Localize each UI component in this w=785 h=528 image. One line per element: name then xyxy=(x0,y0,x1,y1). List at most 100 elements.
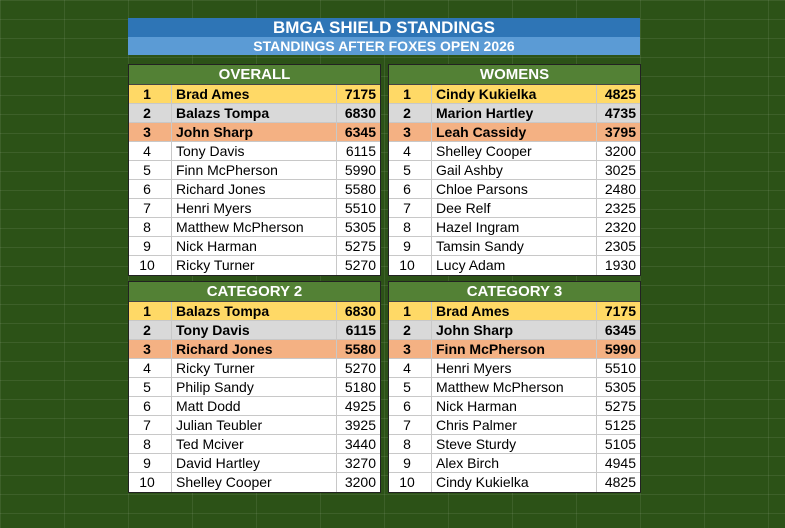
player-name: Matt Dodd xyxy=(172,397,337,415)
table-row: 2 Tony Davis 6115 xyxy=(129,321,380,340)
table-row: 3 John Sharp 6345 xyxy=(129,123,380,142)
points: 1930 xyxy=(604,257,636,273)
points: 6115 xyxy=(345,143,376,159)
player-name: Henri Myers xyxy=(432,359,597,377)
player-name: Ricky Turner xyxy=(172,256,337,275)
points: 5125 xyxy=(604,417,636,433)
points: 6345 xyxy=(344,124,376,140)
table-title: CATEGORY 3 xyxy=(389,282,640,302)
table-row: 5 Matthew McPherson 5305 xyxy=(389,378,640,397)
table-row: 4 Shelley Cooper 3200 xyxy=(389,142,640,161)
rank: 3 xyxy=(389,123,432,141)
points: 5990 xyxy=(344,162,376,178)
rank: 4 xyxy=(129,359,172,377)
player-name: Richard Jones xyxy=(172,340,337,358)
rank: 5 xyxy=(129,161,172,179)
player-name: Chris Palmer xyxy=(432,416,597,434)
points: 5180 xyxy=(344,379,376,395)
player-name: Shelley Cooper xyxy=(172,473,337,492)
rank: 9 xyxy=(129,454,172,472)
table-row: 4 Tony Davis 6115 xyxy=(129,142,380,161)
rank: 6 xyxy=(129,180,172,198)
points: 4825 xyxy=(604,474,636,490)
rank: 2 xyxy=(389,321,432,339)
table-row: 10 Ricky Turner 5270 xyxy=(129,256,380,275)
table-row: 2 John Sharp 6345 xyxy=(389,321,640,340)
rank: 3 xyxy=(389,340,432,358)
player-name: Henri Myers xyxy=(172,199,337,217)
player-name: Julian Teubler xyxy=(172,416,337,434)
player-name: Chloe Parsons xyxy=(432,180,597,198)
points: 5105 xyxy=(604,436,636,452)
table-row: 8 Steve Sturdy 5105 xyxy=(389,435,640,454)
table-row: 1 Brad Ames 7175 xyxy=(129,85,380,104)
table-title: OVERALL xyxy=(129,65,380,85)
player-name: Cindy Kukielka xyxy=(432,85,597,103)
points: 3795 xyxy=(604,124,636,140)
player-name: Ricky Turner xyxy=(172,359,337,377)
player-name: Hazel Ingram xyxy=(432,218,597,236)
points: 5580 xyxy=(344,181,376,197)
points: 4925 xyxy=(344,398,376,414)
table-row: 9 Alex Birch 4945 xyxy=(389,454,640,473)
rank: 1 xyxy=(129,85,172,103)
table-row: 8 Hazel Ingram 2320 xyxy=(389,218,640,237)
rank: 1 xyxy=(129,302,172,320)
player-name: Nick Harman xyxy=(432,397,597,415)
points: 5510 xyxy=(604,360,636,376)
player-name: Matthew McPherson xyxy=(172,218,337,236)
table-title: WOMENS xyxy=(389,65,640,85)
rank: 7 xyxy=(389,199,432,217)
player-name: Ted Mciver xyxy=(172,435,337,453)
points: 2325 xyxy=(604,200,636,216)
player-name: Balazs Tompa xyxy=(172,104,337,122)
table-row: 10 Lucy Adam 1930 xyxy=(389,256,640,275)
subtitle: STANDINGS AFTER FOXES OPEN 2026 xyxy=(128,37,640,55)
player-name: Finn McPherson xyxy=(432,340,597,358)
points: 5275 xyxy=(344,238,376,254)
rank: 5 xyxy=(389,161,432,179)
points: 5580 xyxy=(344,341,376,357)
rank: 6 xyxy=(129,397,172,415)
table-row: 6 Richard Jones 5580 xyxy=(129,180,380,199)
player-name: Cindy Kukielka xyxy=(432,473,597,492)
rank: 2 xyxy=(389,104,432,122)
rank: 9 xyxy=(129,237,172,255)
rank: 3 xyxy=(129,123,172,141)
player-name: Philip Sandy xyxy=(172,378,337,396)
points: 3200 xyxy=(344,474,376,490)
table-row: 9 Nick Harman 5275 xyxy=(129,237,380,256)
rank: 8 xyxy=(389,218,432,236)
points: 3440 xyxy=(344,436,376,452)
player-name: Finn McPherson xyxy=(172,161,337,179)
points: 6830 xyxy=(344,303,376,319)
rank: 2 xyxy=(129,104,172,122)
table-row: 3 Leah Cassidy 3795 xyxy=(389,123,640,142)
table-row: 6 Nick Harman 5275 xyxy=(389,397,640,416)
player-name: Tamsin Sandy xyxy=(432,237,597,255)
rank: 7 xyxy=(129,199,172,217)
player-name: Tony Davis xyxy=(172,142,337,160)
points: 3925 xyxy=(344,417,376,433)
player-name: Dee Relf xyxy=(432,199,597,217)
player-name: Shelley Cooper xyxy=(432,142,597,160)
table-row: 1 Cindy Kukielka 4825 xyxy=(389,85,640,104)
table-row: 1 Balazs Tompa 6830 xyxy=(129,302,380,321)
rank: 10 xyxy=(389,473,432,492)
player-name: David Hartley xyxy=(172,454,337,472)
player-name: Alex Birch xyxy=(432,454,597,472)
rank: 7 xyxy=(129,416,172,434)
rank: 8 xyxy=(389,435,432,453)
points: 6830 xyxy=(344,105,376,121)
table-row: 4 Ricky Turner 5270 xyxy=(129,359,380,378)
rank: 10 xyxy=(129,473,172,492)
points: 2320 xyxy=(604,219,636,235)
rank: 9 xyxy=(389,237,432,255)
points: 5270 xyxy=(344,360,376,376)
table-row: 10 Shelley Cooper 3200 xyxy=(129,473,380,492)
rank: 6 xyxy=(389,397,432,415)
rank: 6 xyxy=(389,180,432,198)
player-name: John Sharp xyxy=(172,123,337,141)
table-row: 9 David Hartley 3270 xyxy=(129,454,380,473)
table-row: 6 Matt Dodd 4925 xyxy=(129,397,380,416)
